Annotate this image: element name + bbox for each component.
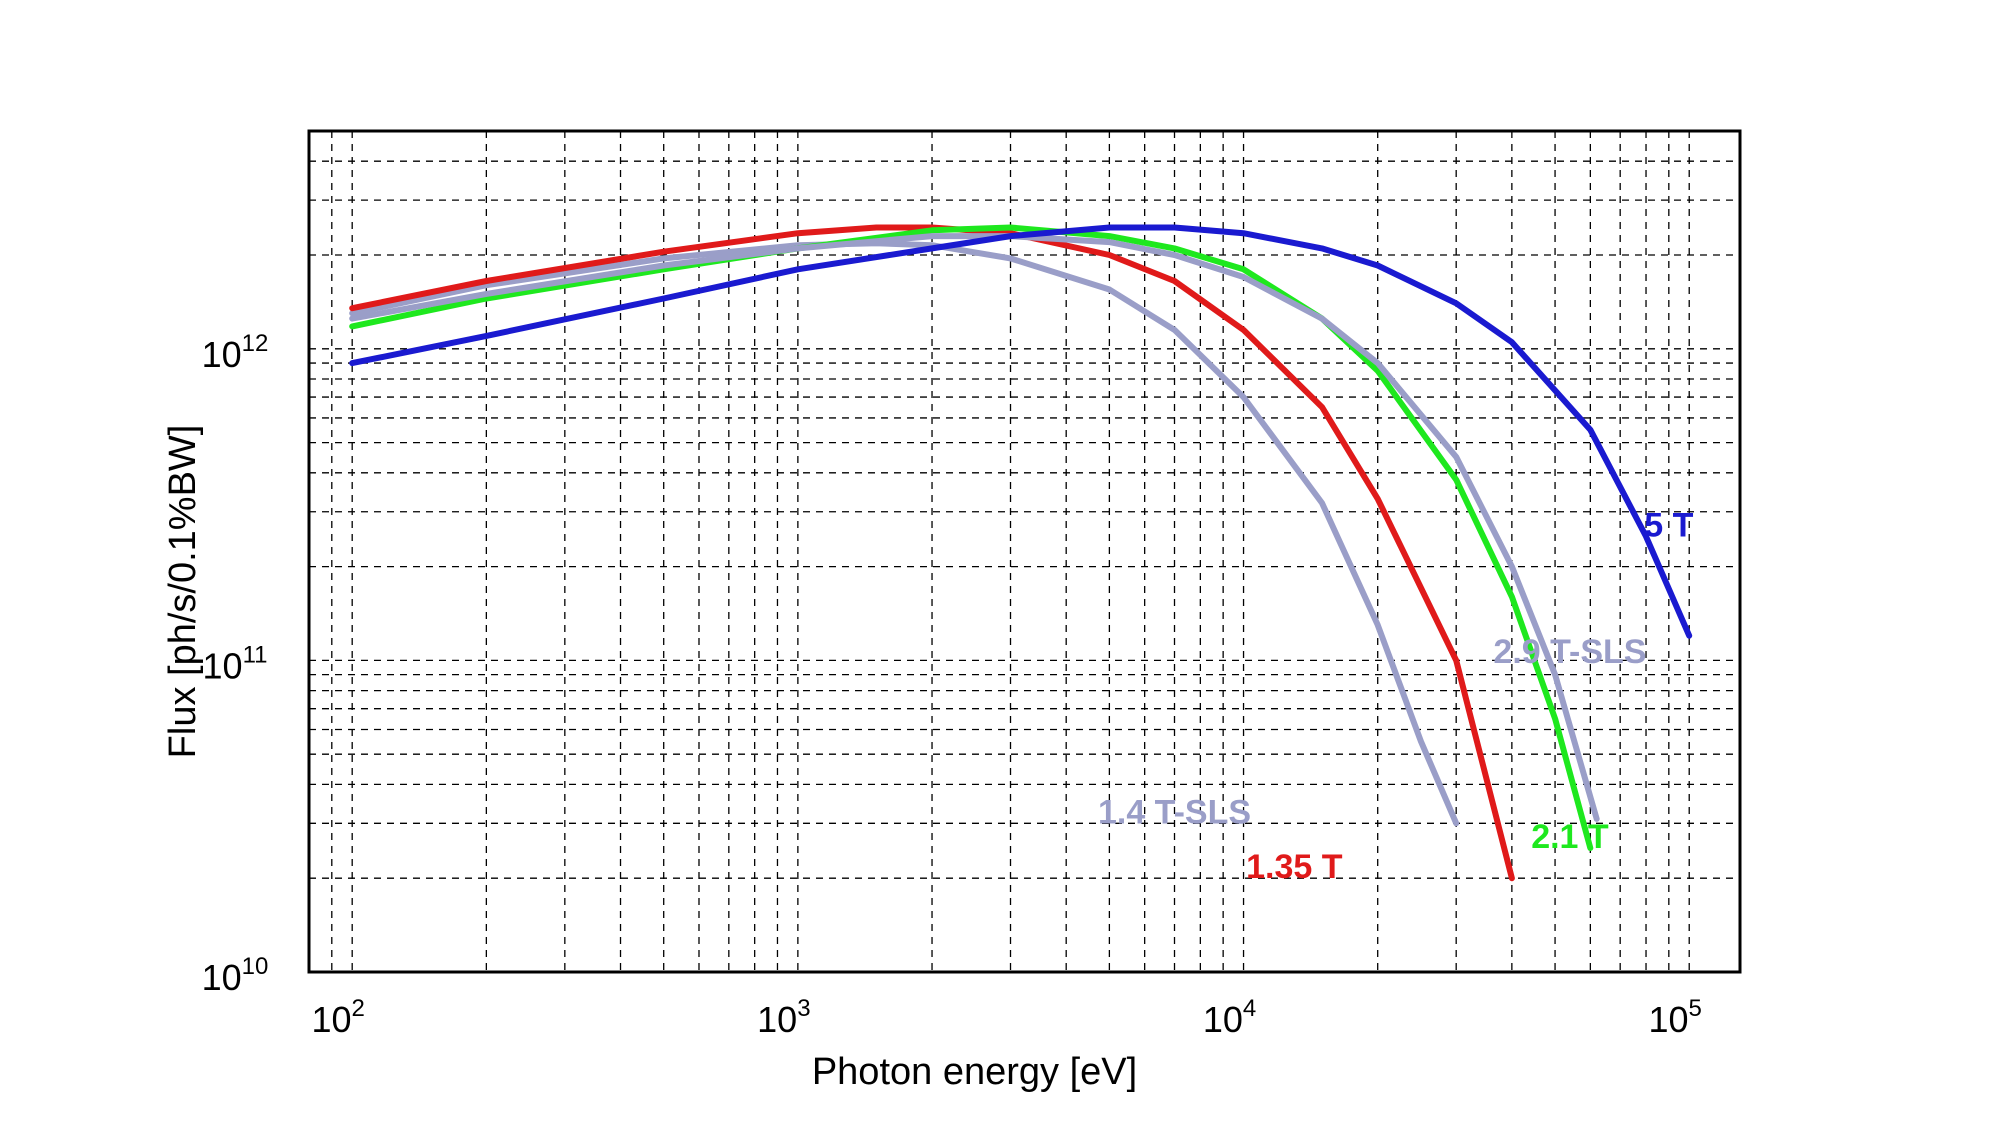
series-label-5-t: 5 T (1644, 506, 1693, 544)
x-tick-label: 102 (311, 995, 364, 1040)
series-line-1-35-t (349, 224, 1515, 882)
series-label-1-35-t: 1.35 T (1246, 848, 1343, 886)
x-tick-label: 105 (1649, 995, 1702, 1040)
x-tick-label: 104 (1203, 995, 1256, 1040)
series-label-2-9-t-sls: 2.9 T-SLS (1493, 633, 1646, 671)
grid-lines (308, 130, 1740, 972)
series-label-2-1-t: 2.1 T (1531, 818, 1609, 856)
series-line-1-4-t-sls (349, 240, 1460, 827)
series-line-2-9-t-sls (349, 233, 1600, 822)
y-tick-label: 1011 (203, 641, 268, 686)
series-label-1-4-t-sls: 1.4 T-SLS (1098, 793, 1251, 831)
y-axis-title: Flux [ph/s/0.1%BW] (162, 425, 204, 759)
series-line-5-t (349, 224, 1693, 639)
y-tick-label: 1012 (202, 330, 269, 375)
series-line-2-1-t (349, 224, 1594, 851)
x-axis-title: Photon energy [eV] (812, 1051, 1137, 1093)
plot-frame (307, 129, 1742, 974)
series-lines (349, 224, 1693, 882)
tick-labels: 102 103 104 105 1010 1011 1012 (202, 330, 1702, 1040)
series-labels: 1.4 T-SLS 1.35 T 2.1 T 2.9 T-SLS 5 T (1098, 506, 1694, 886)
x-tick-label: 103 (757, 995, 810, 1040)
y-tick-label: 1010 (202, 953, 269, 998)
